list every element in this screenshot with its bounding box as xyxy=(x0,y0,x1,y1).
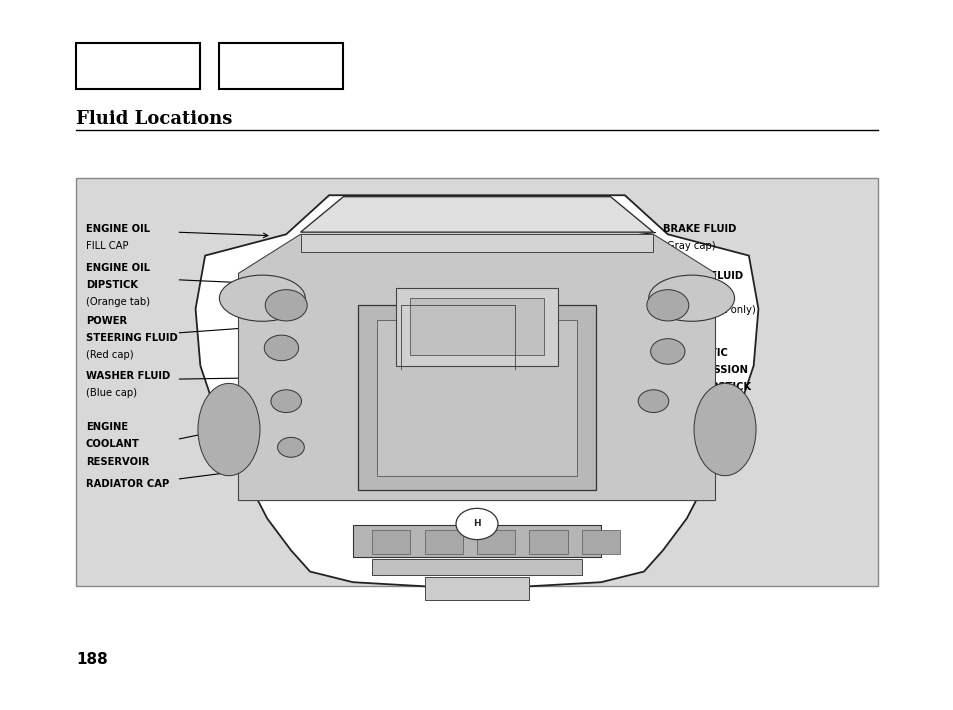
Bar xyxy=(424,577,529,600)
Text: CLUTCH FLUID: CLUTCH FLUID xyxy=(662,271,742,281)
Text: ENGINE: ENGINE xyxy=(86,422,128,432)
Bar xyxy=(76,178,877,586)
Ellipse shape xyxy=(648,275,734,321)
Circle shape xyxy=(277,437,304,457)
Circle shape xyxy=(646,290,688,321)
Text: Transmission only): Transmission only) xyxy=(662,305,755,315)
Text: H: H xyxy=(473,520,480,528)
Polygon shape xyxy=(300,197,653,232)
Text: RESERVOIR: RESERVOIR xyxy=(86,457,149,466)
Text: (Gray cap): (Gray cap) xyxy=(662,322,715,332)
Text: ENGINE OIL: ENGINE OIL xyxy=(86,224,150,234)
Circle shape xyxy=(271,390,301,413)
Text: (Red cap): (Red cap) xyxy=(86,350,133,360)
Bar xyxy=(424,530,462,554)
Text: AUTOMATIC: AUTOMATIC xyxy=(662,348,728,358)
Text: (Yellow loop): (Yellow loop) xyxy=(662,399,725,409)
Text: (Orange tab): (Orange tab) xyxy=(86,297,150,307)
Text: (Manual: (Manual xyxy=(662,288,702,298)
Text: BRAKE FLUID: BRAKE FLUID xyxy=(662,224,736,234)
Bar xyxy=(581,530,619,554)
Text: STEERING FLUID: STEERING FLUID xyxy=(86,333,177,343)
Text: WASHER FLUID: WASHER FLUID xyxy=(86,371,170,381)
Text: FILL CAP: FILL CAP xyxy=(86,241,129,251)
Bar xyxy=(410,298,543,355)
Text: Fluid Locations: Fluid Locations xyxy=(76,110,233,128)
Circle shape xyxy=(650,339,684,364)
Bar xyxy=(353,525,600,557)
Bar xyxy=(529,530,567,554)
Text: (Blue cap): (Blue cap) xyxy=(86,388,136,398)
Circle shape xyxy=(264,335,298,361)
Bar xyxy=(372,530,410,554)
FancyBboxPatch shape xyxy=(76,43,200,89)
Text: DIPSTICK: DIPSTICK xyxy=(86,280,138,290)
Ellipse shape xyxy=(197,383,259,476)
Text: FLUID DIPSTICK: FLUID DIPSTICK xyxy=(662,382,750,392)
Polygon shape xyxy=(238,234,715,501)
FancyBboxPatch shape xyxy=(219,43,343,89)
Bar xyxy=(357,305,596,490)
Polygon shape xyxy=(195,195,758,589)
Text: RADIATOR CAP: RADIATOR CAP xyxy=(86,479,169,489)
Circle shape xyxy=(638,390,668,413)
Circle shape xyxy=(456,508,497,540)
Bar xyxy=(476,530,515,554)
Bar xyxy=(376,320,577,476)
Circle shape xyxy=(265,290,307,321)
Text: ENGINE OIL: ENGINE OIL xyxy=(86,263,150,273)
Text: (Gray cap): (Gray cap) xyxy=(662,241,715,251)
Bar xyxy=(372,559,581,575)
Bar xyxy=(300,234,653,252)
Text: COOLANT: COOLANT xyxy=(86,439,139,449)
Text: 188: 188 xyxy=(76,652,108,667)
Text: POWER: POWER xyxy=(86,316,127,326)
Ellipse shape xyxy=(694,383,756,476)
Bar xyxy=(395,288,558,366)
Text: TRANSMISSION: TRANSMISSION xyxy=(662,365,748,375)
Ellipse shape xyxy=(219,275,305,321)
